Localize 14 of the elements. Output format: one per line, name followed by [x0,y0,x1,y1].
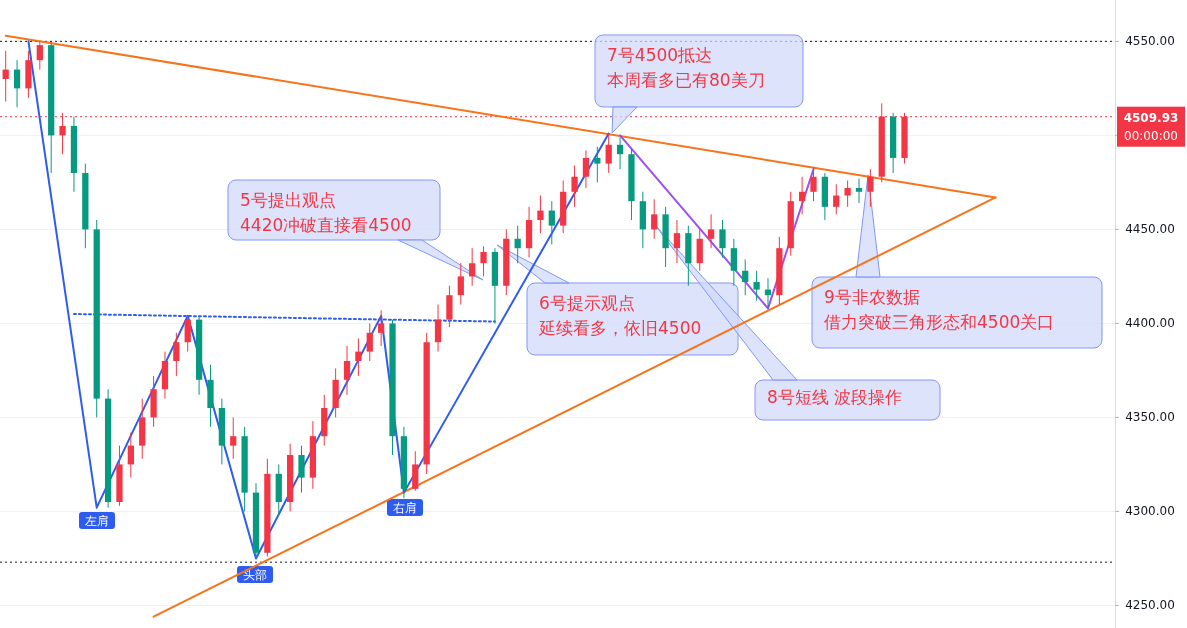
y-tick-label: 4300.00 [1125,504,1175,519]
y-tick-label: 4350.00 [1125,410,1175,425]
annotation: 7号4500抵达本周看多已有80美刀 [607,45,765,90]
annotation: 5号提出观点4420冲破直接看4500 [240,190,412,235]
y-tick-label: 4400.00 [1125,316,1175,331]
annotation: 6号提示观点延续看多，依旧4500 [538,293,702,338]
text: 00:00:00 [1124,128,1178,143]
annotation: 头部 [243,568,267,582]
annotation: 左肩 [85,514,109,528]
y-tick-label: 4250.00 [1125,598,1175,613]
annotation: 右肩 [393,501,417,515]
y-tick-label: 4550.00 [1125,34,1175,49]
ref-line-label: 4509.93 [1123,110,1179,125]
y-tick-label: 4450.00 [1125,222,1175,237]
